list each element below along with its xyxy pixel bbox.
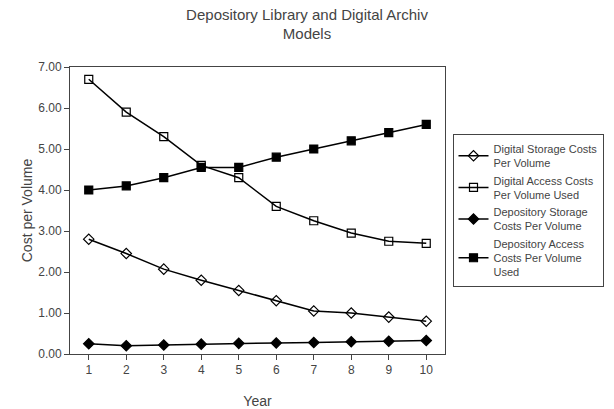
svg-text:Depository AccessCosts Per Vol: Depository AccessCosts Per VolumeUsed [494,238,585,279]
svg-text:6.00: 6.00 [38,101,62,115]
svg-text:8: 8 [348,363,355,377]
svg-text:6: 6 [273,363,280,377]
svg-text:7: 7 [310,363,317,377]
svg-text:10: 10 [420,363,434,377]
svg-text:9: 9 [385,363,392,377]
svg-text:1: 1 [85,363,92,377]
svg-text:0.00: 0.00 [38,347,62,361]
svg-text:Digital Access CostsPer Volume: Digital Access CostsPer Volume Used [494,175,594,201]
svg-text:1.00: 1.00 [38,306,62,320]
svg-text:Year: Year [243,393,272,409]
svg-text:Depository StorageCosts Per Vo: Depository StorageCosts Per Volume [494,206,588,232]
svg-text:4: 4 [198,363,205,377]
svg-text:Depository Library and Digital: Depository Library and Digital ArchivMod… [186,6,428,43]
svg-text:Cost per Volume: Cost per Volume [19,159,35,263]
svg-text:7.00: 7.00 [38,60,62,74]
svg-text:3: 3 [160,363,167,377]
svg-text:5.00: 5.00 [38,142,62,156]
svg-text:2.00: 2.00 [38,265,62,279]
svg-text:Digital Storage CostsPer Volum: Digital Storage CostsPer Volume [494,143,598,169]
svg-text:5: 5 [235,363,242,377]
svg-text:4.00: 4.00 [38,183,62,197]
svg-text:2: 2 [123,363,130,377]
svg-text:3.00: 3.00 [38,224,62,238]
